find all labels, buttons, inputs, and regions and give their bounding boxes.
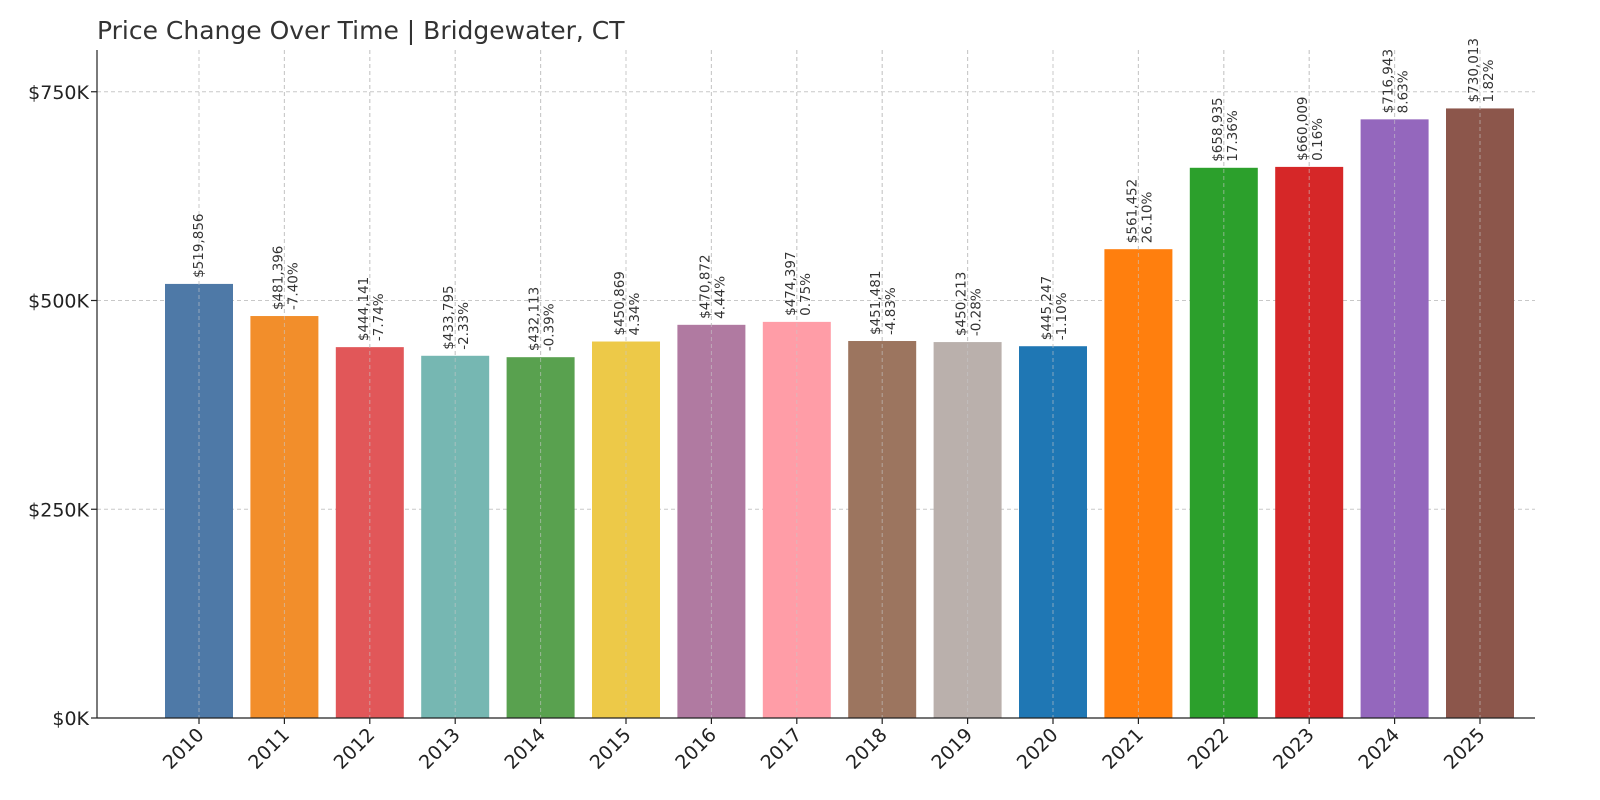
x-tick-label-2019: 2019 xyxy=(927,724,977,774)
change-label-2021: 26.10% xyxy=(1139,192,1155,244)
change-label-2014: -0.39% xyxy=(542,303,558,351)
x-tick-label-2015: 2015 xyxy=(586,724,636,774)
value-label-2017: $474,397 xyxy=(783,251,799,315)
change-label-2023: 0.16% xyxy=(1310,118,1326,161)
x-tick-label-2021: 2021 xyxy=(1098,724,1148,774)
y-tick-label: $500K xyxy=(28,291,89,313)
x-tick-label-2013: 2013 xyxy=(415,724,465,774)
x-tick-label-2010: 2010 xyxy=(159,724,209,774)
change-label-2017: 0.75% xyxy=(798,273,814,316)
change-label-2024: 8.63% xyxy=(1396,70,1412,113)
x-tick-label-2016: 2016 xyxy=(671,724,721,774)
change-label-2018: -4.83% xyxy=(883,287,899,335)
change-label-2019: -0.28% xyxy=(969,288,985,336)
x-tick-label-2023: 2023 xyxy=(1269,724,1319,774)
x-tick-label-2012: 2012 xyxy=(330,724,380,774)
value-label-2019: $450,213 xyxy=(954,272,970,336)
x-tick-label-2017: 2017 xyxy=(757,724,807,774)
value-label-2014: $432,113 xyxy=(527,287,543,351)
value-label-2012: $444,141 xyxy=(356,277,372,341)
change-label-2012: -7.74% xyxy=(371,293,387,341)
chart-title: Price Change Over Time | Bridgewater, CT xyxy=(97,16,625,45)
value-label-2018: $451,481 xyxy=(868,271,884,335)
y-tick-label: $0K xyxy=(52,708,89,730)
x-tick-label-2011: 2011 xyxy=(244,724,294,774)
bar-2024 xyxy=(1360,119,1429,718)
axes-layer xyxy=(96,50,1535,719)
x-tick-label-2018: 2018 xyxy=(842,724,892,774)
value-label-2022: $658,935 xyxy=(1210,97,1226,161)
value-label-2010: $519,856 xyxy=(191,213,207,277)
change-label-2020: -1.10% xyxy=(1054,292,1070,340)
bar-2025 xyxy=(1446,108,1514,718)
value-label-2025: $730,013 xyxy=(1466,38,1482,102)
bar-2014 xyxy=(506,357,575,718)
y-tick-label: $250K xyxy=(28,499,89,521)
ticks-layer: $0K $250K $500K $750K 2010 2011 2012 2013 2014 20… xyxy=(28,82,1489,774)
data-labels-layer: $519,856 $481,396 -7.40% $444,141 -7.74% $433… xyxy=(191,38,1497,351)
value-label-2024: $716,943 xyxy=(1381,49,1397,113)
value-label-2015: $450,869 xyxy=(612,271,628,335)
change-label-2025: 1.82% xyxy=(1481,59,1497,102)
value-label-2016: $470,872 xyxy=(697,254,713,318)
x-tick-label-2020: 2020 xyxy=(1013,724,1063,774)
bars-layer xyxy=(165,50,1514,719)
bar-2011 xyxy=(250,316,319,718)
x-tick-label-2025: 2025 xyxy=(1440,724,1490,774)
value-label-2021: $561,452 xyxy=(1124,179,1140,243)
x-tick-label-2014: 2014 xyxy=(500,724,550,774)
change-label-2015: 4.34% xyxy=(627,292,643,335)
value-label-2020: $445,247 xyxy=(1039,276,1055,340)
value-label-2013: $433,795 xyxy=(441,285,457,349)
change-label-2013: -2.33% xyxy=(456,302,472,350)
change-label-2022: 17.36% xyxy=(1225,110,1241,162)
y-tick-label: $750K xyxy=(28,82,89,104)
x-tick-label-2022: 2022 xyxy=(1184,724,1234,774)
change-label-2016: 4.44% xyxy=(712,276,728,319)
change-label-2011: -7.40% xyxy=(285,262,301,310)
value-label-2023: $660,009 xyxy=(1295,96,1311,160)
x-tick-label-2024: 2024 xyxy=(1354,724,1404,774)
value-label-2011: $481,396 xyxy=(270,246,286,310)
